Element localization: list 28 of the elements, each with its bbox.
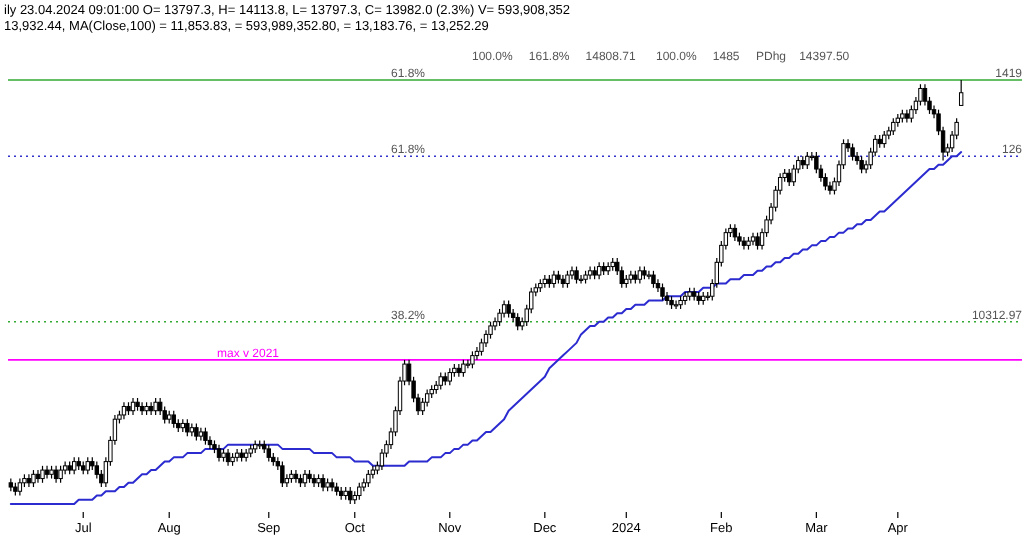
candlestick xyxy=(814,151,819,174)
candlestick xyxy=(673,299,679,310)
candlestick xyxy=(646,270,652,280)
candlestick xyxy=(791,164,796,187)
candlestick xyxy=(26,473,32,488)
candlestick xyxy=(293,469,299,484)
candlestick xyxy=(922,83,928,107)
candlestick xyxy=(619,265,624,289)
candlestick xyxy=(741,236,747,251)
candlestick xyxy=(492,316,498,331)
candlestick xyxy=(35,469,41,484)
candlestick xyxy=(139,401,145,416)
candlestick xyxy=(918,83,923,107)
candlestick xyxy=(311,473,317,488)
candlestick xyxy=(44,465,50,480)
candlestick xyxy=(280,461,285,488)
candlestick xyxy=(664,291,670,306)
candlestick xyxy=(379,448,385,471)
candlestick xyxy=(370,465,376,480)
candlestick xyxy=(682,291,688,306)
candlestick xyxy=(474,346,480,361)
candlestick xyxy=(958,79,964,107)
candlestick xyxy=(655,278,661,293)
candlestick xyxy=(207,435,213,450)
candlestick xyxy=(465,359,471,369)
candlestick xyxy=(234,448,240,463)
candlestick xyxy=(854,151,860,166)
candlestick xyxy=(560,274,566,289)
